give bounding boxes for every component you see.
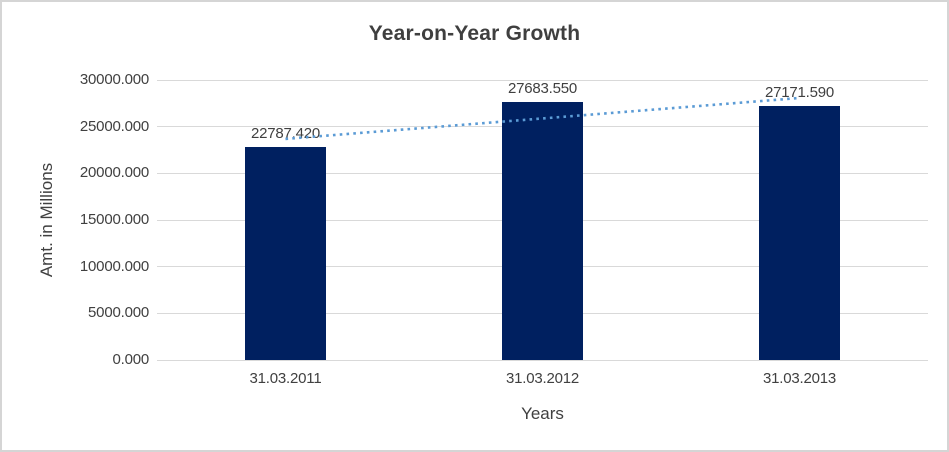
y-tick-label: 0.000 — [112, 351, 149, 368]
x-axis-title: Years — [521, 404, 564, 423]
y-tick-label: 5000.000 — [88, 304, 149, 322]
y-tick-label: 30000.000 — [79, 71, 149, 88]
x-tick-label: 31.03.2013 — [762, 370, 837, 387]
bar-value-label: 27171.590 — [764, 84, 835, 102]
bar — [245, 147, 326, 360]
gridline — [157, 359, 928, 361]
chart-title: Year-on-Year Growth — [368, 22, 581, 45]
x-tick-label: 31.03.2011 — [249, 370, 322, 387]
bar — [759, 106, 840, 360]
gridline — [157, 79, 928, 81]
bar-value-label: 22787.420 — [250, 125, 321, 143]
y-tick-label: 15000.000 — [79, 211, 149, 228]
y-tick-label: 20000.000 — [79, 164, 149, 182]
x-tick-label: 31.03.2012 — [505, 370, 580, 387]
y-tick-label: 10000.000 — [79, 257, 149, 275]
bar-value-label: 27683.550 — [507, 79, 578, 97]
y-tick-label: 25000.000 — [79, 117, 149, 135]
bar — [502, 101, 583, 360]
